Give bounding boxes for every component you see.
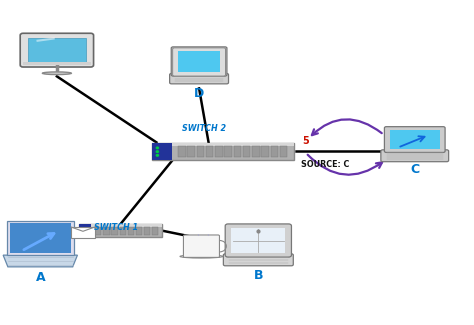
FancyBboxPatch shape (271, 146, 278, 157)
FancyBboxPatch shape (111, 227, 118, 235)
FancyBboxPatch shape (103, 227, 109, 235)
FancyBboxPatch shape (171, 47, 227, 76)
FancyBboxPatch shape (119, 227, 126, 235)
Ellipse shape (155, 146, 159, 150)
FancyBboxPatch shape (243, 146, 250, 157)
Text: SWITCH 1: SWITCH 1 (94, 223, 138, 232)
FancyBboxPatch shape (225, 224, 292, 257)
FancyBboxPatch shape (280, 146, 287, 157)
FancyBboxPatch shape (206, 146, 213, 157)
FancyBboxPatch shape (28, 38, 86, 62)
FancyBboxPatch shape (223, 254, 293, 266)
FancyBboxPatch shape (128, 227, 134, 235)
FancyBboxPatch shape (390, 130, 440, 149)
Polygon shape (3, 255, 77, 267)
FancyBboxPatch shape (152, 227, 158, 235)
FancyBboxPatch shape (7, 221, 74, 255)
Text: 5: 5 (302, 136, 309, 146)
Text: D: D (194, 87, 204, 100)
Ellipse shape (42, 72, 72, 74)
FancyBboxPatch shape (224, 146, 232, 157)
FancyBboxPatch shape (178, 146, 185, 157)
FancyBboxPatch shape (80, 224, 162, 227)
FancyBboxPatch shape (261, 146, 269, 157)
FancyBboxPatch shape (136, 227, 142, 235)
FancyBboxPatch shape (80, 224, 162, 237)
FancyBboxPatch shape (95, 227, 101, 235)
FancyBboxPatch shape (144, 227, 150, 235)
FancyBboxPatch shape (252, 146, 259, 157)
FancyBboxPatch shape (152, 143, 294, 160)
FancyBboxPatch shape (152, 143, 294, 146)
FancyBboxPatch shape (152, 143, 172, 160)
Text: C: C (410, 163, 419, 176)
FancyBboxPatch shape (23, 62, 91, 65)
Ellipse shape (82, 230, 84, 232)
Text: SWITCH 2: SWITCH 2 (182, 124, 226, 133)
FancyBboxPatch shape (170, 73, 228, 84)
Ellipse shape (155, 150, 159, 153)
FancyBboxPatch shape (20, 33, 93, 67)
FancyBboxPatch shape (231, 228, 285, 253)
FancyBboxPatch shape (80, 224, 91, 237)
FancyBboxPatch shape (183, 235, 219, 257)
Ellipse shape (180, 255, 223, 258)
FancyBboxPatch shape (234, 146, 241, 157)
FancyBboxPatch shape (197, 146, 204, 157)
Text: SOURCE: C: SOURCE: C (301, 160, 349, 169)
FancyBboxPatch shape (187, 146, 195, 157)
FancyBboxPatch shape (71, 227, 95, 238)
Text: A: A (36, 271, 45, 284)
Ellipse shape (82, 233, 84, 235)
FancyBboxPatch shape (178, 51, 220, 72)
Ellipse shape (82, 227, 84, 229)
Ellipse shape (155, 154, 159, 157)
Text: B: B (254, 269, 263, 282)
FancyBboxPatch shape (381, 150, 448, 162)
FancyBboxPatch shape (173, 48, 226, 76)
FancyBboxPatch shape (384, 127, 445, 152)
FancyBboxPatch shape (10, 224, 71, 253)
FancyBboxPatch shape (215, 146, 222, 157)
